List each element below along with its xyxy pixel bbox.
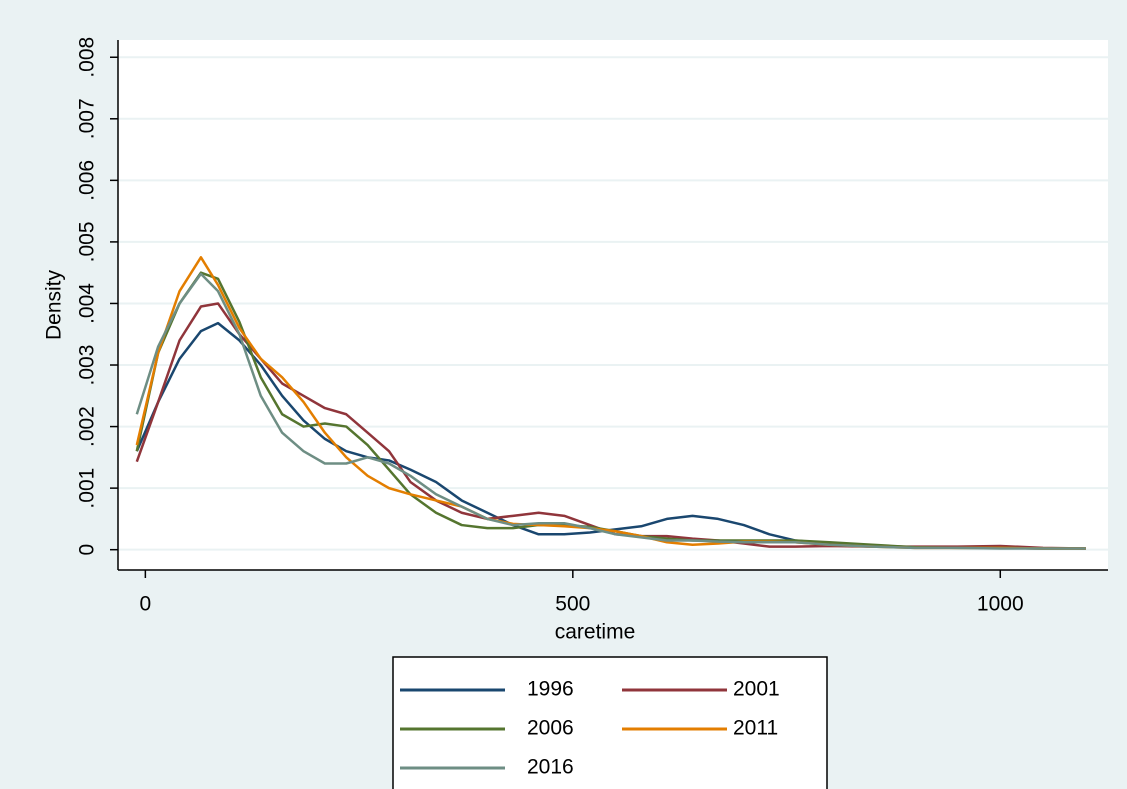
legend-label: 2016 [527, 756, 574, 779]
plot-area [118, 40, 1108, 570]
legend-label: 2001 [733, 678, 780, 701]
y-tick-label: .003 [76, 345, 99, 386]
y-tick-label: .007 [76, 98, 99, 139]
x-tick-label: 0 [140, 593, 152, 616]
y-tick-label: .002 [76, 406, 99, 447]
y-tick-label: .005 [76, 221, 99, 262]
series-line [135, 272, 1086, 550]
series-line [135, 271, 1086, 550]
legend-label: 2006 [527, 717, 574, 740]
legend-label: 1996 [527, 678, 574, 701]
x-tick-label: 1000 [977, 593, 1024, 616]
y-tick-label: .006 [76, 160, 99, 201]
x-axis-title: caretime [555, 621, 636, 644]
legend-label: 2011 [733, 717, 778, 740]
y-tick-label: .004 [76, 283, 99, 324]
y-tick-label: .008 [76, 37, 99, 78]
y-tick-label: 0 [76, 544, 99, 556]
x-tick-label: 500 [555, 593, 590, 616]
y-tick-label: .001 [76, 468, 99, 509]
y-axis-title: Density [43, 269, 66, 340]
